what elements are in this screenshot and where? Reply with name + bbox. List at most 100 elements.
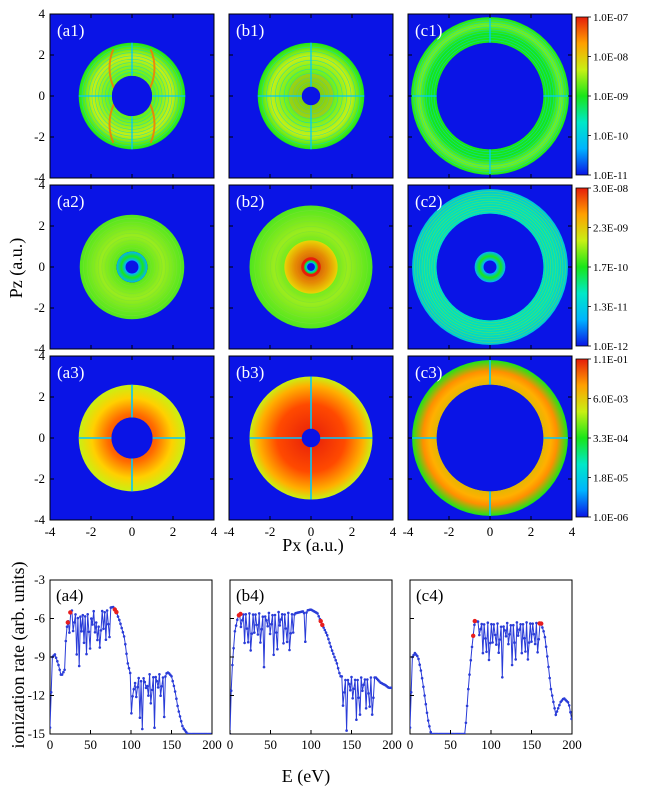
data-point (505, 621, 509, 625)
panel-label: (c4) (416, 586, 443, 605)
inner-hole (301, 86, 321, 106)
panel-label: (a1) (57, 21, 84, 40)
data-point (552, 700, 555, 704)
data-point (107, 622, 110, 626)
heatmap-panel-a2: (a2) -4 -2 0 2 4 (34, 177, 215, 356)
data-point (141, 727, 144, 731)
momentum-ring (412, 189, 568, 345)
data-point (516, 634, 520, 637)
y-tick-label: 0 (39, 88, 46, 103)
data-point (62, 670, 65, 674)
heatmap-panel-b3: (b3) -4 -2 0 2 4 (224, 355, 397, 539)
data-point (548, 676, 551, 680)
data-point (272, 653, 276, 657)
y-tick-label: 4 (39, 177, 46, 192)
heatmap-panel-c3: (c3) -4 -2 0 2 4 (403, 355, 576, 539)
x-tick-label: 100 (481, 737, 501, 752)
momentum-ring (79, 214, 185, 320)
data-point (75, 653, 78, 656)
data-point (498, 638, 502, 641)
data-point (509, 624, 513, 627)
data-point (470, 645, 474, 649)
data-point (410, 691, 413, 694)
fringe-ring (429, 206, 551, 328)
data-point (125, 652, 128, 656)
inner-hole (436, 42, 544, 150)
fringe-ring (112, 247, 152, 287)
data-point (143, 680, 147, 684)
colorbar-tick-label: 1.0E-12 (593, 341, 628, 353)
data-point (268, 632, 272, 636)
hot-arc (108, 48, 115, 89)
data-point (330, 649, 334, 652)
fringe-ring (259, 215, 363, 319)
data-point (57, 663, 60, 667)
threshold-marker (471, 633, 476, 638)
data-point (541, 626, 544, 629)
data-point (372, 696, 375, 699)
data-point (323, 628, 327, 632)
data-point (232, 646, 235, 650)
data-point (334, 658, 338, 662)
data-point (317, 615, 321, 618)
y-tick-label: 0 (39, 259, 46, 274)
data-point (497, 651, 501, 654)
x-tick-label: 150 (342, 737, 362, 752)
data-point (56, 659, 59, 663)
data-point (171, 679, 174, 683)
panel-label: (b2) (236, 192, 264, 211)
data-point (105, 609, 109, 612)
colorbar-tick-label: 1.0E-11 (593, 170, 628, 182)
data-point (162, 715, 166, 719)
data-point (350, 675, 353, 679)
data-point (364, 707, 368, 710)
y-tick-label: -3 (34, 572, 45, 587)
data-point (99, 629, 103, 632)
data-point (544, 645, 548, 648)
colorbar-tick-label: 1.8E-05 (593, 473, 629, 485)
data-point (567, 704, 571, 707)
data-point (484, 637, 487, 640)
colorbar-tick-label: 1.0E-10 (593, 131, 629, 143)
data-point (512, 623, 515, 627)
data-point (236, 618, 239, 622)
data-point (499, 625, 503, 629)
data-point (463, 732, 466, 734)
heatmap-panel-b1: (b1) (228, 13, 394, 179)
data-point (332, 652, 335, 656)
data-point (152, 676, 155, 679)
data-point (173, 690, 177, 693)
data-point (496, 622, 499, 625)
x-tick-label: -4 (224, 524, 235, 539)
x-tick-label: 0 (227, 737, 234, 752)
data-point (324, 631, 328, 634)
data-point (349, 688, 352, 692)
colorbar-tick-label: 2.3E-09 (593, 223, 629, 235)
data-point (519, 623, 522, 626)
data-point (424, 702, 428, 706)
data-point (260, 627, 263, 631)
data-point (176, 704, 179, 708)
colorbar-tick-label: 1.1E-01 (593, 354, 628, 366)
data-point (80, 630, 83, 633)
data-point (79, 615, 82, 618)
data-point (68, 631, 71, 634)
data-point (245, 627, 249, 630)
series-group (50, 605, 212, 734)
fringe-ring (94, 229, 170, 305)
data-point (138, 716, 142, 719)
data-point (537, 637, 541, 641)
data-point (556, 707, 560, 710)
series-group (410, 618, 572, 734)
data-point (510, 663, 514, 667)
data-point (368, 705, 372, 708)
data-point (233, 630, 237, 633)
hot-arc (149, 48, 156, 89)
data-point (65, 625, 69, 629)
hot-arc (149, 103, 156, 144)
data-point (263, 615, 267, 618)
data-point (73, 621, 76, 624)
pz-axis-label: Pz (a.u.) (6, 238, 27, 298)
momentum-ring (249, 376, 373, 500)
colorbar-tick-label: 1.7E-10 (593, 262, 629, 274)
